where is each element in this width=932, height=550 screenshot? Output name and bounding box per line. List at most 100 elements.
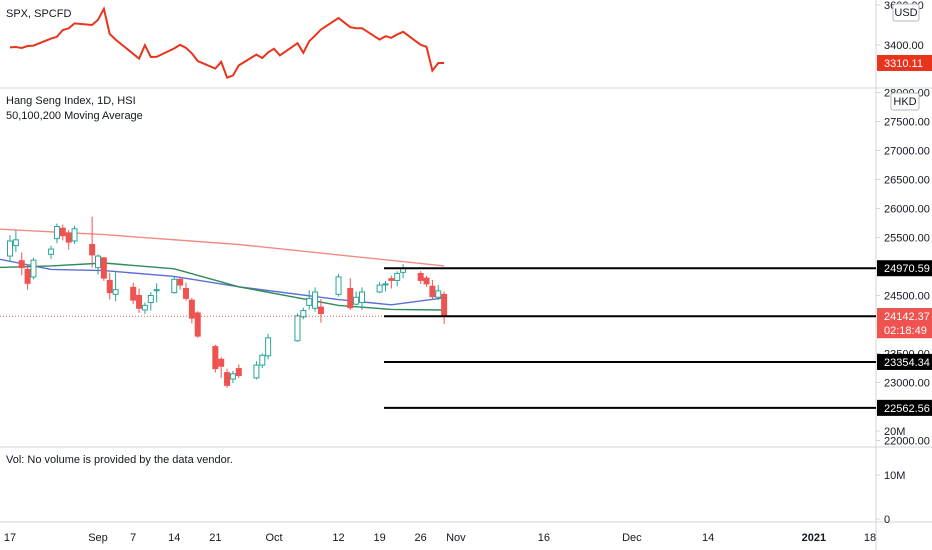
- hsi-last-price-tag: [877, 308, 932, 339]
- candle-body[interactable]: [212, 346, 219, 370]
- candle-body[interactable]: [429, 285, 436, 298]
- hsi-last-price-text: 24142.37: [884, 311, 930, 323]
- candle-body[interactable]: [317, 306, 324, 314]
- candle-body[interactable]: [235, 368, 242, 377]
- candle-body[interactable]: [130, 286, 137, 301]
- bar-countdown-text: 02:18:49: [884, 325, 927, 337]
- candle-body[interactable]: [188, 299, 195, 319]
- candle-body[interactable]: [194, 312, 201, 337]
- candle-body[interactable]: [136, 295, 143, 309]
- time-axis-label: 14: [168, 532, 180, 544]
- candle-body[interactable]: [12, 239, 19, 247]
- candle-body[interactable]: [112, 289, 119, 295]
- candle-body[interactable]: [7, 240, 13, 257]
- level-price-text: 24970.59: [884, 263, 930, 275]
- hsi-y-tick-label: 26500.00: [884, 175, 930, 187]
- candle-body[interactable]: [229, 373, 236, 380]
- candle-body[interactable]: [18, 260, 25, 269]
- candle-body[interactable]: [441, 293, 448, 317]
- candle-body[interactable]: [177, 278, 184, 286]
- candle-body[interactable]: [417, 272, 424, 281]
- level-price-tag: [877, 353, 932, 370]
- hsi-y-tick-label: 26000.00: [884, 204, 930, 216]
- time-axis-label: 12: [332, 532, 344, 544]
- candle-body[interactable]: [59, 227, 66, 237]
- volume-notice: Vol: No volume is provided by the data v…: [6, 454, 233, 466]
- time-axis[interactable]: 17 Sep 7 14 21 Oct 12 19 26 Nov 16 Dec 14 2021 18: [4, 532, 876, 544]
- time-axis-label: 14: [702, 532, 714, 544]
- candle-body[interactable]: [435, 290, 442, 298]
- hsi-y-tick-label: 27000.00: [884, 146, 930, 158]
- moving-average-line: [0, 228, 445, 267]
- candle-body[interactable]: [153, 289, 160, 292]
- spx-price-line: [9, 5, 445, 79]
- candle-body[interactable]: [71, 228, 78, 242]
- spx-symbol-label: SPX, SPCFD: [6, 8, 71, 20]
- candle-body[interactable]: [259, 354, 266, 366]
- moving-average-line: [0, 258, 445, 306]
- candle-body[interactable]: [147, 295, 154, 303]
- spx-last-price-text: 3310.11: [884, 58, 923, 70]
- candle-body[interactable]: [306, 297, 313, 306]
- candle-body[interactable]: [30, 259, 37, 278]
- candle-body[interactable]: [24, 268, 31, 284]
- time-axis-label: 21: [209, 532, 221, 544]
- hsi-pane[interactable]: Hang Seng Index, 1D, HSI 50,100,200 Movin…: [0, 88, 932, 448]
- candle-body[interactable]: [376, 284, 383, 293]
- time-axis-label: Oct: [265, 532, 282, 544]
- candle-body[interactable]: [312, 291, 319, 309]
- spx-last-price-tag: [877, 54, 932, 71]
- time-axis-label: 26: [415, 532, 427, 544]
- candle-body[interactable]: [347, 288, 354, 309]
- spx-currency-label: USD: [894, 7, 917, 19]
- candle-body[interactable]: [265, 337, 272, 357]
- hsi-y-tick-label: 27500.00: [884, 117, 930, 129]
- candle-body[interactable]: [65, 232, 72, 243]
- time-axis-label: 17: [4, 532, 16, 544]
- candle-body[interactable]: [335, 276, 342, 295]
- time-axis-label: 2021: [802, 532, 826, 544]
- candle-body[interactable]: [253, 364, 260, 379]
- indicator-label: 50,100,200 Moving Average: [6, 110, 143, 122]
- candle-body[interactable]: [171, 278, 178, 294]
- hsi-currency-badge[interactable]: [890, 92, 920, 111]
- spx-currency-badge[interactable]: [892, 3, 920, 22]
- candle-body[interactable]: [53, 225, 60, 240]
- volume-y-tick-label: 20M: [884, 426, 905, 438]
- candle-body[interactable]: [106, 279, 113, 294]
- volume-pane[interactable]: Vol: No volume is provided by the data v…: [6, 426, 905, 526]
- level-price-text: 22562.56: [884, 403, 930, 415]
- candle-body[interactable]: [100, 257, 107, 279]
- hsi-y-tick-label: 24500.00: [884, 291, 930, 303]
- candle-body[interactable]: [224, 372, 231, 386]
- time-axis-label: 7: [130, 532, 136, 544]
- volume-y-tick-label: 0: [884, 514, 890, 526]
- hsi-y-tick-label: 23000.00: [884, 378, 930, 390]
- candle-body[interactable]: [183, 288, 189, 299]
- time-axis-label: 16: [538, 532, 550, 544]
- candle-body[interactable]: [89, 243, 96, 256]
- candle-body[interactable]: [300, 310, 307, 318]
- candle-body[interactable]: [48, 248, 55, 255]
- candle-body[interactable]: [353, 296, 360, 305]
- candle-body[interactable]: [294, 315, 301, 342]
- candle-body[interactable]: [388, 278, 395, 281]
- spx-y-tick-label: 3400.00: [884, 40, 924, 52]
- candle-body[interactable]: [359, 291, 365, 303]
- hsi-y-tick-label: 22000.00: [884, 436, 930, 448]
- candle-body[interactable]: [141, 304, 148, 311]
- hsi-y-tick-label: 25500.00: [884, 233, 930, 245]
- time-axis-label: Nov: [446, 532, 466, 544]
- level-price-tag: [877, 399, 932, 416]
- candle-body[interactable]: [394, 272, 401, 281]
- candle-body[interactable]: [218, 358, 225, 367]
- time-axis-label: Dec: [622, 532, 642, 544]
- moving-average-line: [0, 262, 445, 311]
- candle-body[interactable]: [382, 283, 389, 286]
- candle-body[interactable]: [423, 277, 430, 285]
- hsi-currency-label: HKD: [893, 96, 916, 108]
- candle-body[interactable]: [95, 255, 101, 269]
- level-price-text: 23354.34: [884, 357, 930, 369]
